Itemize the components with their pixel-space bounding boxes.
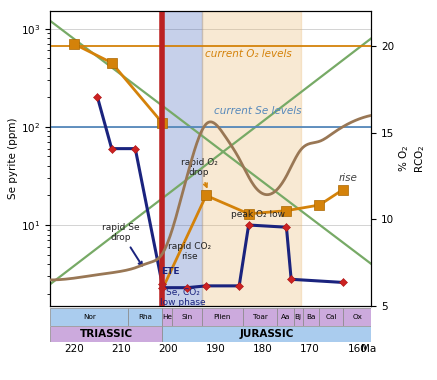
Text: rise: rise	[338, 173, 357, 183]
Y-axis label: Se pyrite (ppm): Se pyrite (ppm)	[8, 118, 18, 200]
Text: Se, CO₂
low phase: Se, CO₂ low phase	[160, 288, 205, 307]
Bar	[128, 308, 162, 326]
Text: Plien: Plien	[214, 314, 231, 320]
Text: Sin: Sin	[181, 314, 192, 320]
Bar	[202, 11, 301, 306]
Bar	[162, 11, 202, 306]
Text: 170: 170	[300, 344, 320, 354]
Text: rapid CO₂
rise: rapid CO₂ rise	[168, 242, 211, 261]
Bar	[243, 308, 277, 326]
Text: ETE: ETE	[161, 267, 179, 276]
Bar	[50, 326, 162, 342]
Text: 220: 220	[64, 344, 84, 354]
Text: He: He	[162, 314, 172, 320]
Bar	[277, 308, 294, 326]
Text: Cal: Cal	[326, 314, 337, 320]
Text: Ma: Ma	[361, 344, 376, 354]
Text: TRIASSIC: TRIASSIC	[80, 329, 133, 339]
Bar	[343, 308, 371, 326]
Bar	[172, 308, 202, 326]
Text: current Se levels: current Se levels	[214, 106, 302, 116]
Text: Ox: Ox	[352, 314, 362, 320]
Text: JURASSIC: JURASSIC	[239, 329, 294, 339]
Bar	[162, 308, 172, 326]
Text: 210: 210	[111, 344, 131, 354]
Bar	[294, 308, 303, 326]
Text: Aa: Aa	[281, 314, 290, 320]
Bar	[319, 308, 343, 326]
Text: rapid Se
drop: rapid Se drop	[102, 223, 142, 266]
Bar	[162, 326, 371, 342]
Text: 190: 190	[206, 344, 225, 354]
Text: Nor: Nor	[83, 314, 96, 320]
Text: current O₂ levels: current O₂ levels	[205, 49, 292, 59]
Y-axis label: % O$_2$
RCO$_2$: % O$_2$ RCO$_2$	[397, 144, 427, 173]
Text: Rha: Rha	[138, 314, 152, 320]
Text: rapid O₂
drop: rapid O₂ drop	[180, 158, 218, 187]
Text: peak O₂ low: peak O₂ low	[231, 210, 285, 219]
Text: 160: 160	[347, 344, 367, 354]
Bar	[202, 308, 243, 326]
Text: 200: 200	[159, 344, 178, 354]
Text: Ba: Ba	[306, 314, 316, 320]
Text: Toar: Toar	[253, 314, 267, 320]
Bar	[303, 308, 319, 326]
Text: 180: 180	[253, 344, 273, 354]
Bar	[50, 308, 128, 326]
Text: Bj: Bj	[295, 314, 302, 320]
